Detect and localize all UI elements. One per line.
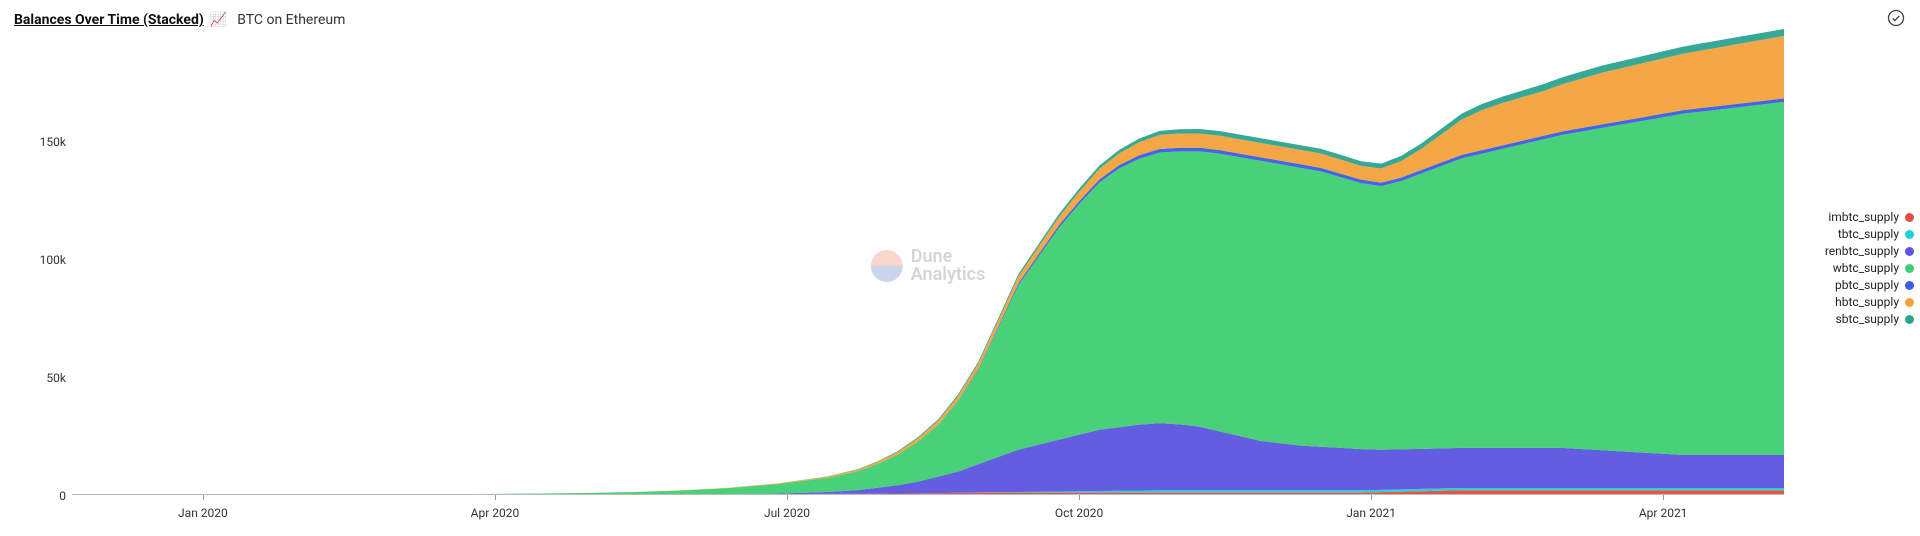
y-tick-label: 100k <box>40 253 66 267</box>
legend-swatch-icon <box>1905 281 1914 290</box>
legend-item[interactable]: hbtc_supply <box>1825 294 1914 310</box>
legend-swatch-icon <box>1905 230 1914 239</box>
legend: imbtc_supplytbtc_supplyrenbtc_supplywbtc… <box>1825 208 1914 328</box>
x-tick-label: Jul 2020 <box>764 506 810 520</box>
legend-item[interactable]: pbtc_supply <box>1825 277 1914 293</box>
verified-check-icon[interactable] <box>1886 8 1906 28</box>
chart-title-link[interactable]: Balances Over Time (Stacked) <box>14 12 204 28</box>
y-tick-label: 150k <box>40 135 66 149</box>
plot-area-wrap: 0 50k 100k 150k Dune Analytics Jan 2020 Apr … <box>24 36 1784 532</box>
stacked-area-svg <box>72 36 1784 495</box>
legend-swatch-icon <box>1905 247 1914 256</box>
x-tick-label: Oct 2020 <box>1055 506 1103 520</box>
legend-label: wbtc_supply <box>1833 260 1899 276</box>
x-axis-line <box>72 494 1784 495</box>
legend-item[interactable]: imbtc_supply <box>1825 209 1914 225</box>
y-tick-label: 0 <box>59 489 66 503</box>
legend-label: pbtc_supply <box>1835 277 1899 293</box>
legend-swatch-icon <box>1905 213 1914 222</box>
legend-item[interactable]: renbtc_supply <box>1825 243 1914 259</box>
y-tick-label: 50k <box>46 371 66 385</box>
x-tick-label: Apr 2021 <box>1639 506 1688 520</box>
chart-subtitle: BTC on Ethereum <box>237 12 345 28</box>
legend-swatch-icon <box>1905 298 1914 307</box>
plot-area: Dune Analytics <box>72 36 1784 496</box>
legend-swatch-icon <box>1905 264 1914 273</box>
y-axis: 050k100k150k <box>24 36 72 496</box>
card-header: Balances Over Time (Stacked) 📈 BTC on Et… <box>14 8 1906 32</box>
legend-item[interactable]: tbtc_supply <box>1825 226 1914 242</box>
legend-label: hbtc_supply <box>1835 294 1899 310</box>
x-tick-label: Apr 2020 <box>471 506 520 520</box>
x-tick-label: Jan 2021 <box>1346 506 1396 520</box>
legend-label: renbtc_supply <box>1825 243 1899 259</box>
chart-card: Balances Over Time (Stacked) 📈 BTC on Et… <box>0 0 1920 536</box>
x-axis: Jan 2020 Apr 2020 Jul 2020 Oct 2020 Jan 2021… <box>72 496 1784 532</box>
chart-emoji: 📈 <box>210 12 227 28</box>
legend-swatch-icon <box>1905 315 1914 324</box>
legend-item[interactable]: sbtc_supply <box>1825 311 1914 327</box>
legend-item[interactable]: wbtc_supply <box>1825 260 1914 276</box>
legend-label: tbtc_supply <box>1838 226 1899 242</box>
legend-label: imbtc_supply <box>1828 209 1899 225</box>
area-series <box>72 102 1784 495</box>
legend-label: sbtc_supply <box>1836 311 1899 327</box>
x-tick-label: Jan 2020 <box>178 506 228 520</box>
